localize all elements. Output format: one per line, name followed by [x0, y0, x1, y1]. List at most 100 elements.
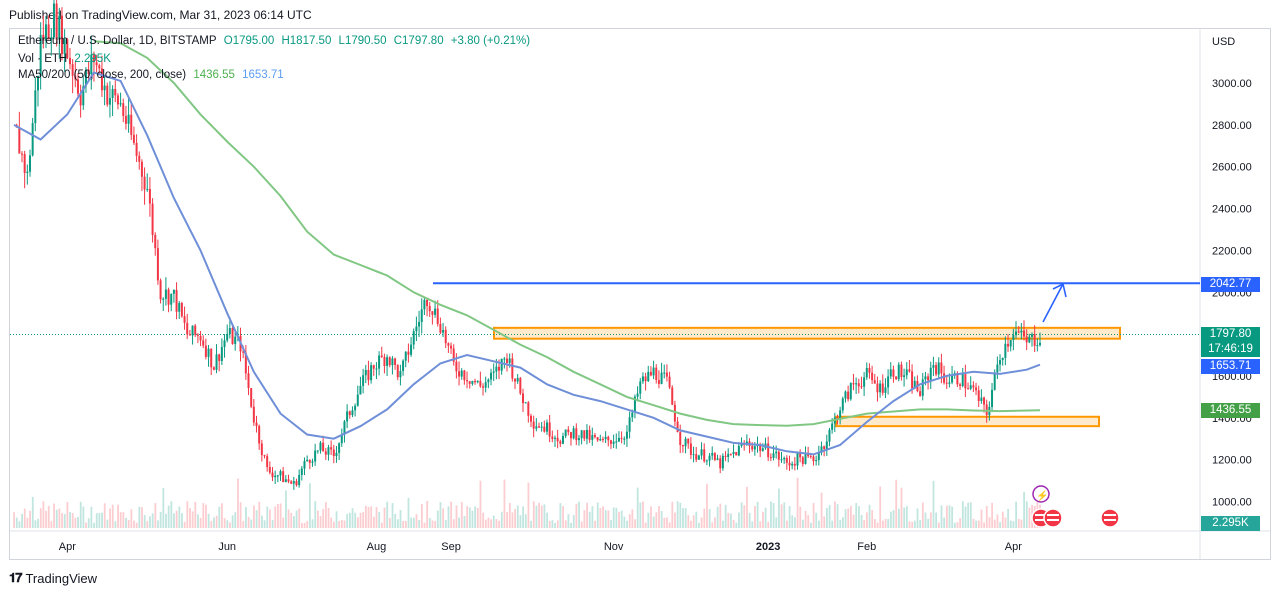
volume-bar	[628, 514, 631, 528]
volume-bar	[959, 518, 962, 528]
candle-body	[127, 114, 130, 124]
volume-bar	[274, 506, 277, 528]
chart-frame[interactable]	[9, 28, 1271, 560]
candle-body	[996, 364, 999, 373]
x-tick-label: Apr	[59, 541, 76, 553]
volume-bar	[556, 520, 559, 528]
candle-body	[559, 441, 562, 444]
candle-body	[167, 289, 170, 305]
volume-bar	[58, 508, 61, 528]
candle-body	[652, 367, 655, 376]
candle-body	[687, 438, 690, 444]
candle-body	[63, 39, 66, 55]
candle-body	[972, 385, 975, 388]
candle-body	[1025, 336, 1028, 343]
candle-body	[156, 248, 159, 281]
candle-body	[612, 441, 615, 444]
candle-body	[359, 385, 362, 395]
volume-bar	[871, 510, 874, 528]
volume-bar	[903, 507, 906, 528]
candle-body	[420, 309, 423, 323]
volume-bar	[796, 477, 799, 528]
candle-body	[194, 325, 197, 335]
candle-body	[999, 360, 1002, 365]
candle-body	[474, 380, 477, 383]
candle-body	[628, 417, 631, 432]
candle-body	[700, 449, 703, 456]
volume-bar	[666, 517, 668, 528]
candle-body	[623, 438, 626, 440]
candle-body	[815, 460, 818, 462]
legend-symbol[interactable]: Ethereum / U.S. Dollar, 1D, BITSTAMP	[18, 35, 217, 47]
volume-bar	[82, 506, 85, 528]
volume-bar	[466, 506, 469, 528]
candle-body	[170, 293, 173, 305]
candle-body	[967, 388, 970, 390]
candle-body	[364, 369, 367, 376]
candle-body	[58, 15, 61, 40]
candle-body	[959, 384, 962, 387]
volume-bar	[905, 506, 908, 528]
volume-bar	[197, 514, 199, 528]
volume-bar	[303, 522, 306, 528]
volume-bar	[410, 517, 413, 528]
volume-bar	[362, 512, 365, 528]
candle-body	[905, 369, 908, 376]
volume-bar	[13, 512, 15, 528]
volume-bar	[186, 501, 189, 528]
candle-body	[713, 453, 716, 460]
candle-body	[124, 116, 127, 124]
volume-bar	[93, 522, 95, 528]
legend-ma-label[interactable]: MA50/200 (50, close, 200, close)	[18, 69, 187, 81]
volume-bar	[532, 501, 535, 528]
volume-bar	[79, 501, 82, 528]
volume-bar	[263, 520, 266, 528]
candle-body	[60, 15, 63, 55]
volume-bar	[39, 508, 42, 528]
candle-body	[780, 459, 783, 461]
volume-bar	[543, 504, 546, 528]
volume-bar	[266, 506, 269, 528]
candle-body	[282, 471, 285, 483]
candle-body	[761, 448, 764, 451]
volume-bar	[567, 514, 570, 528]
volume-bar	[935, 512, 938, 528]
candle-body	[28, 155, 31, 172]
us-flag-stripe	[1035, 519, 1047, 521]
volume-bar	[332, 521, 335, 528]
volume-bar	[927, 518, 930, 528]
volume-bar	[514, 508, 517, 528]
volume-bar	[431, 520, 434, 528]
candle-body	[322, 442, 325, 452]
candle-body	[180, 303, 183, 317]
lightning-glyph-icon: ⚡	[1036, 489, 1048, 502]
candle-body	[247, 373, 250, 389]
candle-body	[596, 437, 599, 441]
volume-bar	[245, 507, 247, 528]
candle-body	[95, 62, 98, 66]
candle-body	[556, 437, 559, 442]
candle-body	[919, 391, 922, 396]
volume-bar	[213, 517, 215, 528]
candle-body	[442, 329, 445, 333]
candle-body	[100, 68, 103, 91]
volume-bar	[90, 506, 93, 528]
volume-bar	[719, 503, 722, 528]
volume-bar	[932, 480, 935, 528]
legend-volume-label[interactable]: Vol · ETH	[18, 53, 68, 65]
candle-body	[759, 444, 762, 451]
candle-body	[977, 390, 980, 402]
volume-bar	[476, 507, 479, 528]
volume-bar	[921, 502, 924, 528]
candle-body	[74, 75, 77, 80]
legend-open: O1795.00	[223, 35, 275, 47]
us-flag-stripe	[1104, 514, 1116, 516]
candle-body	[68, 57, 71, 65]
candle-body	[649, 371, 652, 376]
footer-brand[interactable]: 𝟏𝟕 TradingView	[9, 570, 97, 586]
candle-body	[279, 471, 282, 476]
candle-body	[50, 37, 53, 40]
x-tick-label: Nov	[604, 541, 624, 553]
candle-body	[503, 358, 506, 360]
